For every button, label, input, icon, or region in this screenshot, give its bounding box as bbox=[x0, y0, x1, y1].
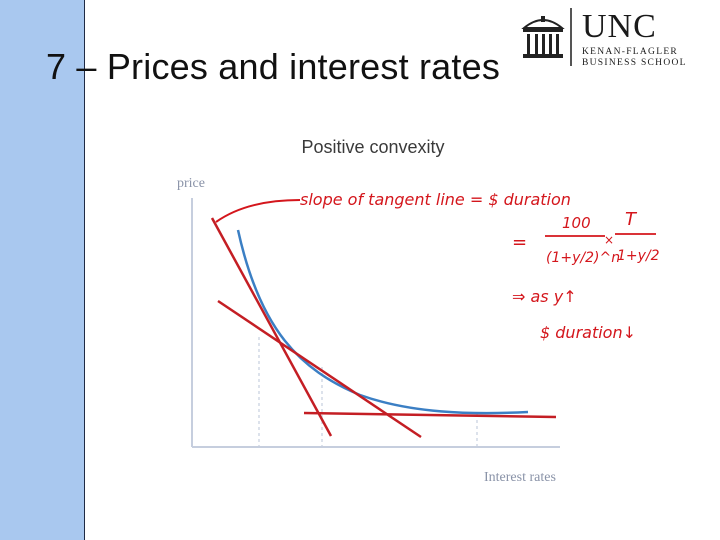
old-well-icon bbox=[521, 16, 565, 58]
annotation-line-1: slope of tangent line = $ duration bbox=[300, 190, 571, 209]
annotation-line-3: ⇒ as y↑ bbox=[512, 287, 577, 306]
logo-name: UNC bbox=[582, 8, 657, 45]
logo-school-line2: BUSINESS SCHOOL bbox=[582, 58, 687, 68]
annotation-times: × bbox=[604, 233, 614, 247]
side-bar bbox=[0, 0, 85, 540]
y-axis-label: price bbox=[177, 176, 205, 191]
annotation-pointer bbox=[215, 199, 301, 223]
x-axis-label: Interest rates bbox=[484, 470, 556, 485]
slide-title: 7 – Prices and interest rates bbox=[46, 46, 501, 87]
annotation-numerator-right: T bbox=[625, 209, 638, 230]
chart-title: Positive convexity bbox=[301, 137, 444, 157]
logo-divider bbox=[570, 8, 572, 66]
logo-school-line1: KENAN-FLAGLER bbox=[582, 47, 679, 57]
annotation-numerator-left: 100 bbox=[562, 214, 591, 232]
annotation-eq-prefix: = bbox=[512, 232, 527, 253]
tangent-line-flat bbox=[303, 411, 557, 419]
price-yield-curve bbox=[236, 229, 529, 415]
annotation-line-4: $ duration↓ bbox=[540, 323, 636, 342]
unc-logo: UNC KENAN-FLAGLER BUSINESS SCHOOL bbox=[520, 6, 716, 68]
annotation-denominator-left: (1+y/2)^n bbox=[546, 250, 620, 266]
annotation-denominator-right: 1+y/2 bbox=[617, 248, 660, 264]
tangent-line-steep bbox=[210, 217, 333, 437]
